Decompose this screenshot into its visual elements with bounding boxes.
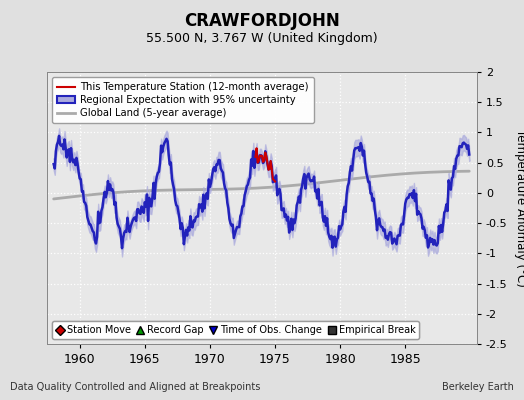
Text: Berkeley Earth: Berkeley Earth bbox=[442, 382, 514, 392]
Y-axis label: Temperature Anomaly (°C): Temperature Anomaly (°C) bbox=[514, 129, 524, 287]
Legend: Station Move, Record Gap, Time of Obs. Change, Empirical Break: Station Move, Record Gap, Time of Obs. C… bbox=[52, 321, 419, 339]
Text: 55.500 N, 3.767 W (United Kingdom): 55.500 N, 3.767 W (United Kingdom) bbox=[146, 32, 378, 45]
Text: Data Quality Controlled and Aligned at Breakpoints: Data Quality Controlled and Aligned at B… bbox=[10, 382, 261, 392]
Text: CRAWFORDJOHN: CRAWFORDJOHN bbox=[184, 12, 340, 30]
